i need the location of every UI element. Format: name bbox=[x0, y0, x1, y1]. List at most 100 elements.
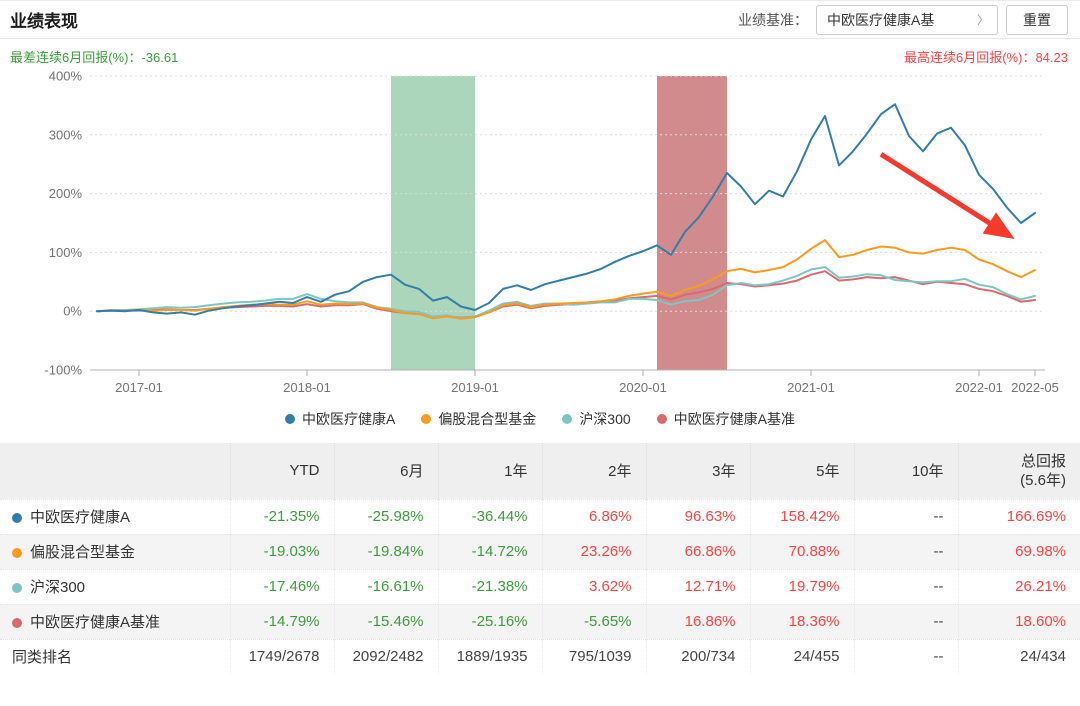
chevron-right-icon: 〉 bbox=[976, 13, 989, 27]
worst-6m-return: 最差连续6月回报(%)：-36.61 bbox=[10, 47, 178, 66]
panel-header: 业绩表现 业绩基准： 中欧医疗健康A基 〉 重置 bbox=[0, 1, 1080, 39]
table-cell: 1889/1935 bbox=[437, 638, 542, 674]
x-axis-tick-label: 2021-01 bbox=[787, 380, 835, 395]
table-header-cell: 2年 bbox=[541, 443, 646, 499]
table-cell: 96.63% bbox=[645, 498, 750, 534]
table-cell: 23.26% bbox=[541, 533, 646, 569]
benchmark-label: 业绩基准： bbox=[738, 11, 808, 28]
legend-dot-icon bbox=[562, 414, 573, 424]
table-cell: 26.21% bbox=[957, 568, 1080, 604]
table-cell: -19.84% bbox=[333, 533, 438, 569]
row-name: 沪深300 bbox=[30, 579, 86, 596]
table-cell: 1749/2678 bbox=[229, 638, 334, 674]
row-name-cell: 偏股混合型基金 bbox=[0, 533, 230, 569]
table-cell: -36.44% bbox=[437, 498, 542, 534]
table-cell: 3.62% bbox=[541, 568, 646, 604]
table-header-row: YTD 6月 1年 2年 3年 5年 10年 总回报 (5.6年) bbox=[0, 443, 1080, 499]
table-header: YTD 6月 1年 2年 3年 5年 10年 总回报 (5.6年) bbox=[0, 443, 1080, 499]
legend-item-3[interactable]: 中欧医疗健康A基准 bbox=[656, 409, 796, 429]
table-cell: 16.86% bbox=[645, 603, 750, 639]
best-6m-return-label: 最高连续6月回报(%)： bbox=[904, 50, 1036, 65]
row-name: 中欧医疗健康A基准 bbox=[30, 614, 161, 631]
table-cell: 18.36% bbox=[749, 603, 854, 639]
row-name-cell: 中欧医疗健康A基准 bbox=[0, 603, 230, 639]
series-dot-icon bbox=[12, 618, 22, 628]
table-cell: 19.79% bbox=[749, 568, 854, 604]
benchmark-select-value: 中欧医疗健康A基 bbox=[827, 11, 935, 28]
table-cell: -19.03% bbox=[229, 533, 334, 569]
table-header-cell: 1年 bbox=[437, 443, 542, 499]
returns-table: YTD 6月 1年 2年 3年 5年 10年 总回报 (5.6年) 中欧医疗健康A -21.35%… bbox=[0, 443, 1080, 674]
table-cell: -21.38% bbox=[437, 568, 542, 604]
table-header-cell: 6月 bbox=[333, 443, 438, 499]
row-name: 同类排名 bbox=[12, 649, 73, 667]
legend-dot-icon bbox=[656, 414, 667, 424]
legend-item-1[interactable]: 偏股混合型基金 bbox=[421, 409, 536, 429]
series-line-2 bbox=[96, 266, 1036, 320]
table-row: 同类排名 1749/2678 2092/2482 1889/1935 795/1039 2… bbox=[0, 638, 1080, 674]
x-axis-tick-label: 2022-05 bbox=[1011, 380, 1059, 395]
legend-label: 沪深300 bbox=[579, 411, 631, 427]
x-axis-tick-label: 2018-01 bbox=[283, 380, 331, 395]
header-controls: 业绩基准： 中欧医疗健康A基 〉 重置 bbox=[738, 4, 1068, 35]
table-cell: -21.35% bbox=[229, 498, 334, 534]
table-row: 中欧医疗健康A基准 -14.79% -15.46% -25.16% -5.65% 16.8… bbox=[0, 603, 1080, 639]
legend-label: 偏股混合型基金 bbox=[438, 411, 537, 427]
table-cell: 166.69% bbox=[957, 498, 1080, 534]
table-cell: -14.72% bbox=[437, 533, 542, 569]
table-cell: -- bbox=[853, 498, 958, 534]
table-cell: 66.86% bbox=[645, 533, 750, 569]
table-cell: -14.79% bbox=[229, 603, 334, 639]
y-axis-tick-label: 200% bbox=[49, 186, 83, 201]
row-name-cell: 同类排名 bbox=[0, 638, 230, 674]
table-cell: 24/455 bbox=[749, 638, 854, 674]
series-dot-icon bbox=[12, 548, 22, 558]
table-cell: 69.98% bbox=[957, 533, 1080, 569]
best-6m-return: 最高连续6月回报(%)：84.23 bbox=[904, 47, 1068, 66]
page-title: 业绩表现 bbox=[10, 12, 78, 31]
benchmark-select[interactable]: 中欧医疗健康A基 〉 bbox=[816, 4, 998, 35]
legend-item-2[interactable]: 沪深300 bbox=[562, 409, 631, 429]
table-cell: 12.71% bbox=[645, 568, 750, 604]
x-axis-tick-label: 2017-01 bbox=[115, 380, 163, 395]
table-cell: 24/434 bbox=[957, 638, 1080, 674]
table-row: 沪深300 -17.46% -16.61% -21.38% 3.62% 12.71% 19.… bbox=[0, 568, 1080, 604]
table-cell: 200/734 bbox=[645, 638, 750, 674]
y-axis-tick-label: -100% bbox=[44, 363, 82, 378]
table-cell: 158.42% bbox=[749, 498, 854, 534]
trend-arrow bbox=[879, 152, 1015, 239]
series-dot-icon bbox=[12, 513, 22, 523]
worst-6m-return-value: -36.61 bbox=[141, 50, 179, 65]
table-cell: -25.16% bbox=[437, 603, 542, 639]
table-cell: -25.98% bbox=[333, 498, 438, 534]
highlight-band-red bbox=[657, 76, 727, 370]
row-name: 中欧医疗健康A bbox=[30, 509, 131, 526]
series-dot-icon bbox=[12, 583, 22, 593]
table-cell: 18.60% bbox=[957, 603, 1080, 639]
performance-chart: 400% 300% 200% 100% 0% -100% 2017-01 2018-01 201… bbox=[0, 68, 1080, 403]
best-6m-return-value: 84.23 bbox=[1035, 50, 1068, 65]
legend-dot-icon bbox=[284, 414, 295, 424]
table-cell: -16.61% bbox=[333, 568, 438, 604]
table-body: 中欧医疗健康A -21.35% -25.98% -36.44% 6.86% 96.63% 1… bbox=[0, 498, 1080, 674]
table-header-cell: 10年 bbox=[853, 443, 958, 499]
row-name-cell: 中欧医疗健康A bbox=[0, 498, 230, 534]
table-cell: -5.65% bbox=[541, 603, 646, 639]
worst-6m-return-label: 最差连续6月回报(%)： bbox=[10, 50, 142, 65]
x-axis-tick-label: 2022-01 bbox=[955, 380, 1003, 395]
reset-button[interactable]: 重置 bbox=[1006, 4, 1068, 35]
x-axis-tick-label: 2020-01 bbox=[619, 380, 667, 395]
legend-dot-icon bbox=[421, 414, 432, 424]
table-cell: -15.46% bbox=[333, 603, 438, 639]
legend-item-0[interactable]: 中欧医疗健康A bbox=[284, 409, 395, 429]
legend-label: 中欧医疗健康A基准 bbox=[673, 411, 796, 427]
performance-chart-svg: 400% 300% 200% 100% 0% -100% 2017-01 2018-01 201… bbox=[44, 69, 1059, 396]
y-axis-tick-label: 0% bbox=[63, 304, 82, 319]
table-row: 中欧医疗健康A -21.35% -25.98% -36.44% 6.86% 96.63% 1… bbox=[0, 498, 1080, 534]
table-header-name bbox=[0, 443, 230, 499]
table-header-cell: 5年 bbox=[749, 443, 854, 499]
return-stats: 最差连续6月回报(%)：-36.61 最高连续6月回报(%)：84.23 bbox=[0, 39, 1080, 66]
series-line-0 bbox=[96, 103, 1036, 316]
highlight-band-green bbox=[391, 76, 475, 370]
